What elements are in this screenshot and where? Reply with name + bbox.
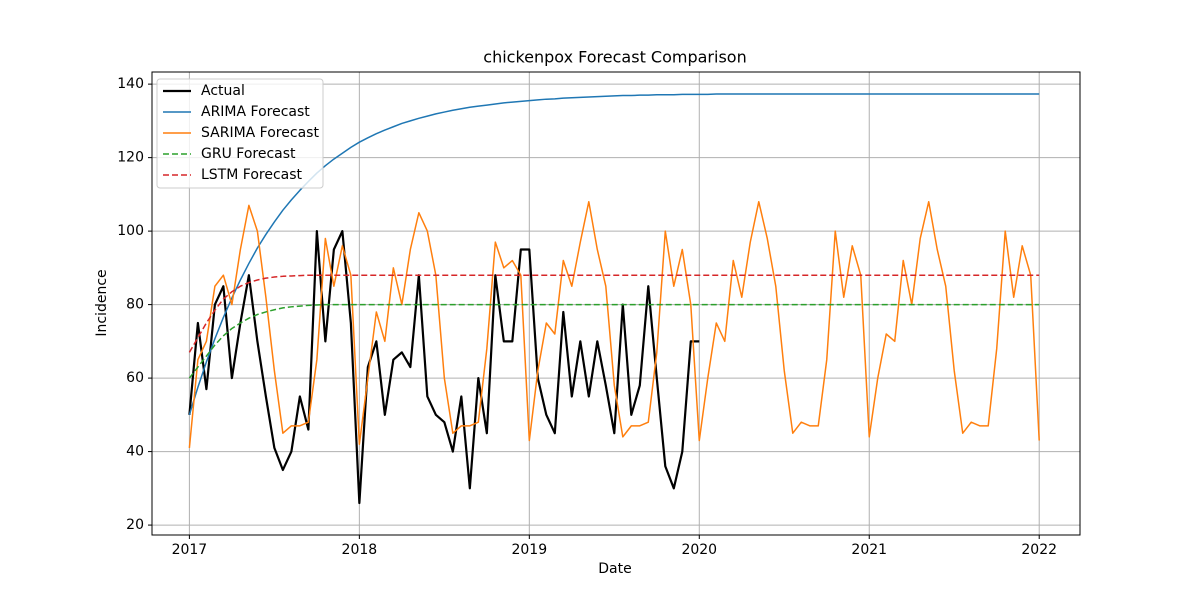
y-tick-label: 140: [117, 76, 144, 92]
x-tick-label: 2019: [511, 542, 547, 558]
legend-box: [156, 78, 324, 189]
legend-label: Actual: [201, 83, 245, 99]
legend-label: LSTM Forecast: [201, 167, 303, 183]
x-tick-label: 2017: [172, 542, 208, 558]
series-line: [188, 93, 1040, 416]
legend-label: SARIMA Forecast: [201, 125, 319, 141]
y-tick-label: 80: [126, 297, 144, 313]
y-tick-label: 100: [117, 223, 144, 239]
series-line: [188, 200, 1040, 448]
legend-label: GRU Forecast: [201, 146, 296, 162]
y-tick-label: 20: [126, 517, 144, 533]
chart-title: chickenpox Forecast Comparison: [483, 48, 746, 67]
series-line: [188, 274, 1040, 353]
plot-frame: [151, 71, 1081, 536]
x-tick-label: 2021: [851, 542, 887, 558]
x-tick-label: 2020: [681, 542, 717, 558]
series-line: [188, 303, 1040, 379]
x-tick-label: 2022: [1021, 542, 1057, 558]
y-tick-label: 60: [126, 370, 144, 386]
x-tick-label: 2018: [342, 542, 378, 558]
series-line: [188, 230, 700, 505]
x-axis-label: Date: [598, 561, 631, 577]
y-axis-label: Incidence: [94, 269, 110, 336]
y-tick-label: 120: [117, 150, 144, 166]
legend-label: ARIMA Forecast: [201, 104, 310, 120]
y-tick-label: 40: [126, 444, 144, 460]
